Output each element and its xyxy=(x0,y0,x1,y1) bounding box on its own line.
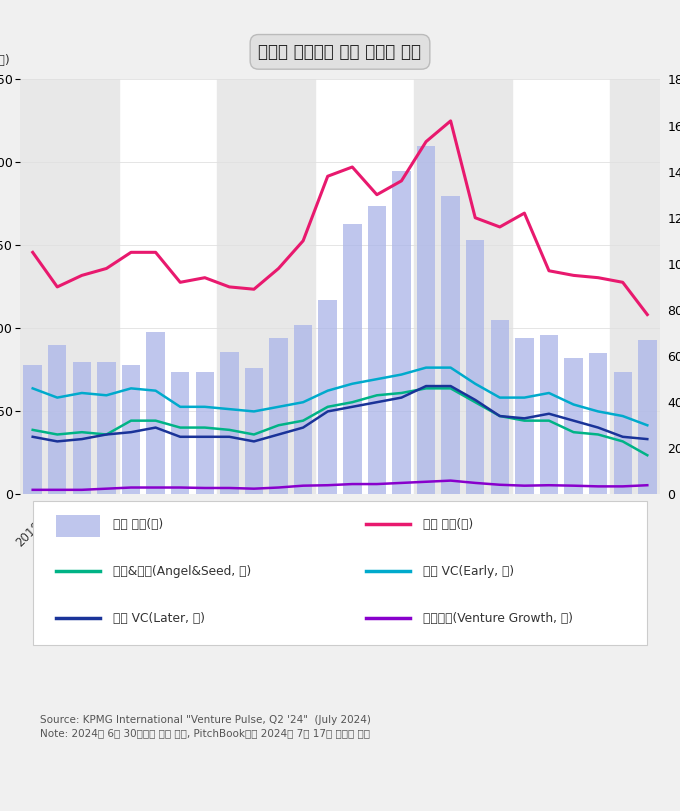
Bar xyxy=(217,79,316,495)
Bar xyxy=(20,79,119,495)
Bar xyxy=(196,371,214,495)
Bar xyxy=(613,371,632,495)
Text: 글로벌 벤처투자 규모 분기별 추이: 글로벌 벤처투자 규모 분기별 추이 xyxy=(258,43,422,61)
Bar xyxy=(466,240,484,495)
Text: (십억 달러): (십억 달러) xyxy=(0,54,10,67)
Bar xyxy=(48,345,67,495)
Bar xyxy=(343,224,362,495)
Bar xyxy=(171,371,190,495)
Bar xyxy=(417,146,435,495)
Bar xyxy=(294,325,312,495)
Bar xyxy=(269,338,288,495)
Bar xyxy=(490,320,509,495)
Bar xyxy=(392,170,411,495)
Bar xyxy=(441,195,460,495)
Text: 투자 규모(좌): 투자 규모(좌) xyxy=(113,517,163,530)
Bar xyxy=(122,365,140,495)
Bar xyxy=(73,362,91,495)
Bar xyxy=(515,338,534,495)
Bar xyxy=(97,362,116,495)
Bar xyxy=(245,368,263,495)
Text: Source: KPMG International "Venture Pulse, Q2 '24"  (July 2024)
Note: 2024년 6월 3: Source: KPMG International "Venture Puls… xyxy=(39,714,371,739)
Text: 후기 VC(Later, 우): 후기 VC(Later, 우) xyxy=(113,611,205,624)
FancyBboxPatch shape xyxy=(33,500,647,645)
Bar xyxy=(56,515,101,537)
Text: 투자 건수(우): 투자 건수(우) xyxy=(423,517,473,530)
Bar xyxy=(540,335,558,495)
Bar xyxy=(368,205,386,495)
Bar xyxy=(638,340,656,495)
Bar xyxy=(564,358,583,495)
Bar xyxy=(413,79,512,495)
Text: 엔젤&시드(Angel&Seed, 우): 엔젤&시드(Angel&Seed, 우) xyxy=(113,564,252,577)
Bar xyxy=(611,79,660,495)
Bar xyxy=(146,332,165,495)
Bar xyxy=(220,352,239,495)
Bar xyxy=(318,300,337,495)
Bar xyxy=(589,354,607,495)
Text: 벤처성장(Venture Growth, 우): 벤처성장(Venture Growth, 우) xyxy=(423,611,573,624)
Bar xyxy=(24,365,42,495)
Text: 초기 VC(Early, 우): 초기 VC(Early, 우) xyxy=(423,564,514,577)
